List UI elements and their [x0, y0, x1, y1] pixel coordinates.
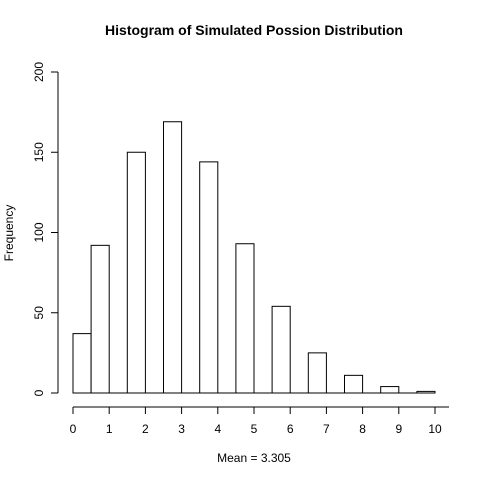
y-tick-label-2: 100	[32, 222, 46, 242]
y-axis-label: Frequency	[2, 205, 16, 262]
x-tick-label-7: 7	[323, 422, 330, 436]
x-tick-label-9: 9	[395, 422, 402, 436]
x-axis-label: Mean = 3.305	[217, 451, 291, 465]
histogram-bar-5	[235, 243, 255, 394]
x-tick-label-4: 4	[214, 422, 221, 436]
y-tick-label-0: 0	[32, 389, 46, 396]
histogram-bar-3	[163, 121, 183, 394]
histogram-bar-8	[344, 374, 364, 394]
histogram-bar-1	[90, 244, 110, 394]
histogram-bar-7	[307, 352, 327, 394]
histogram-bars	[72, 121, 436, 394]
y-tick-label-4: 200	[32, 62, 46, 82]
chart-title: Histogram of Simulated Possion Distribut…	[105, 22, 403, 38]
y-tick-label-1: 50	[32, 306, 46, 320]
x-tick-label-10: 10	[428, 422, 442, 436]
x-tick-label-8: 8	[359, 422, 366, 436]
x-tick-label-3: 3	[178, 422, 185, 436]
histogram-bar-4	[199, 161, 219, 394]
histogram-bar-6	[271, 305, 291, 394]
y-axis: 0 50 100 150 200	[32, 62, 59, 396]
x-tick-label-1: 1	[106, 422, 113, 436]
histogram-bar-0	[72, 333, 92, 394]
histogram-bar-9	[380, 386, 400, 394]
y-tick-label-3: 150	[32, 142, 46, 162]
x-axis: 0 1 2 3 4 5 6 7 8 9 10	[70, 406, 449, 436]
x-tick-label-5: 5	[251, 422, 258, 436]
histogram-bar-2	[126, 151, 146, 394]
x-tick-label-2: 2	[142, 422, 149, 436]
x-tick-label-6: 6	[287, 422, 294, 436]
x-tick-label-0: 0	[70, 422, 77, 436]
